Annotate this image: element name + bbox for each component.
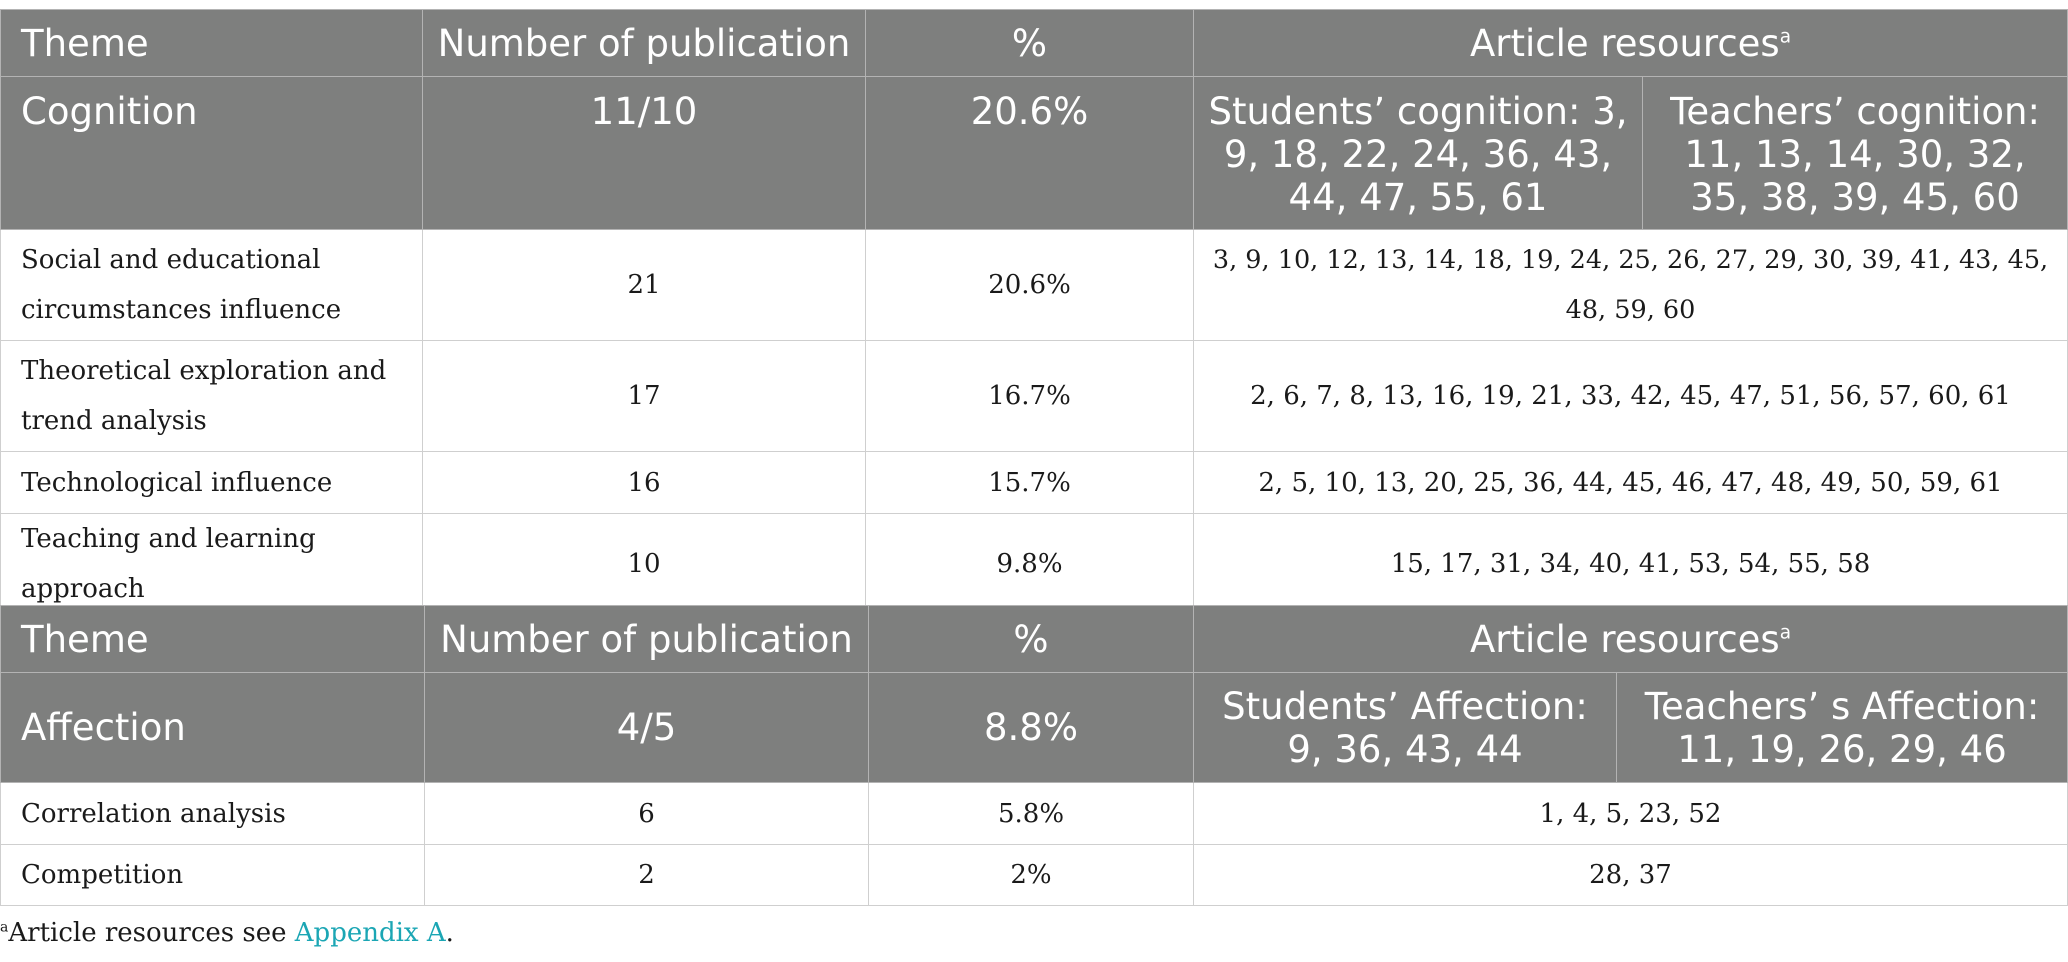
teachers-cognition-resources: Teachers’ cognition: 11, 13, 14, 30, 32,…: [1642, 76, 2068, 230]
group-count: 4/5: [424, 672, 869, 783]
group-percent: 20.6%: [865, 76, 1194, 230]
table-row: Correlation analysis 6 5.8% 1, 4, 5, 23,…: [0, 782, 2068, 845]
row-percent: 16.7%: [865, 340, 1194, 452]
footnote-mark: a: [1779, 622, 1792, 644]
footnote-mark: a: [1779, 26, 1792, 48]
row-resources: 3, 9, 10, 12, 13, 14, 18, 19, 24, 25, 26…: [1193, 229, 2068, 341]
footnote-period: .: [445, 918, 454, 948]
row-theme: Theoretical exploration and trend analys…: [0, 340, 423, 452]
footnote: aArticle resources see Appendix A.: [0, 918, 454, 948]
header-theme: Theme: [0, 605, 425, 673]
table-row: Competition 2 2% 28, 37: [0, 844, 2068, 906]
group-theme: Cognition: [0, 76, 423, 230]
row-count: 17: [422, 340, 866, 452]
row-resources: 1, 4, 5, 23, 52: [1193, 782, 2068, 845]
table-row: Technological influence 16 15.7% 2, 5, 1…: [0, 451, 2068, 514]
group-percent: 8.8%: [868, 672, 1194, 783]
header-article-resources-label: Article resources: [1469, 21, 1780, 65]
row-percent: 5.8%: [868, 782, 1194, 845]
row-theme: Teaching and learning approach: [0, 513, 423, 615]
header-row: Theme Number of publication % Article re…: [0, 9, 2068, 77]
row-theme: Correlation analysis: [0, 782, 425, 845]
row-resources: 2, 5, 10, 13, 20, 25, 36, 44, 45, 46, 47…: [1193, 451, 2068, 514]
row-theme: Technological influence: [0, 451, 423, 514]
table-row: Teaching and learning approach 10 9.8% 1…: [0, 513, 2068, 615]
row-theme: Social and educational circumstances inf…: [0, 229, 423, 341]
row-theme: Competition: [0, 844, 425, 906]
header-row: Theme Number of publication % Article re…: [0, 605, 2068, 673]
cognition-table: Theme Number of publication % Article re…: [0, 9, 2068, 615]
header-article-resources-label: Article resources: [1469, 617, 1780, 661]
footnote-text: Article resources see: [8, 918, 295, 948]
appendix-a-link[interactable]: Appendix A: [294, 918, 446, 948]
footnote-superscript: a: [0, 919, 9, 936]
row-count: 10: [422, 513, 866, 615]
group-row-affection: Affection 4/5 8.8% Students’ Affection: …: [0, 672, 2068, 783]
table-row: Social and educational circumstances inf…: [0, 229, 2068, 341]
row-percent: 15.7%: [865, 451, 1194, 514]
group-count: 11/10: [422, 76, 866, 230]
header-article-resources: Article resourcesa: [1193, 9, 2068, 77]
row-resources: 15, 17, 31, 34, 40, 41, 53, 54, 55, 58: [1193, 513, 2068, 615]
row-count: 2: [424, 844, 869, 906]
row-count: 21: [422, 229, 866, 341]
group-theme: Affection: [0, 672, 425, 783]
row-count: 16: [422, 451, 866, 514]
row-resources: 2, 6, 7, 8, 13, 16, 19, 21, 33, 42, 45, …: [1193, 340, 2068, 452]
header-article-resources: Article resourcesa: [1193, 605, 2068, 673]
row-resources: 28, 37: [1193, 844, 2068, 906]
row-percent: 2%: [868, 844, 1194, 906]
header-theme: Theme: [0, 9, 423, 77]
students-cognition-resources: Students’ cognition: 3, 9, 18, 22, 24, 3…: [1193, 76, 1643, 230]
table-row: Theoretical exploration and trend analys…: [0, 340, 2068, 452]
header-number-of-publication: Number of publication: [424, 605, 869, 673]
header-percent: %: [865, 9, 1194, 77]
row-percent: 20.6%: [865, 229, 1194, 341]
header-percent: %: [868, 605, 1194, 673]
row-count: 6: [424, 782, 869, 845]
row-percent: 9.8%: [865, 513, 1194, 615]
affection-table: Theme Number of publication % Article re…: [0, 605, 2068, 906]
group-row-cognition: Cognition 11/10 20.6% Students’ cognitio…: [0, 76, 2068, 230]
teachers-affection-resources: Teachers’ s Affection: 11, 19, 26, 29, 4…: [1616, 672, 2068, 783]
students-affection-resources: Students’ Affection: 9, 36, 43, 44: [1193, 672, 1617, 783]
header-number-of-publication: Number of publication: [422, 9, 866, 77]
